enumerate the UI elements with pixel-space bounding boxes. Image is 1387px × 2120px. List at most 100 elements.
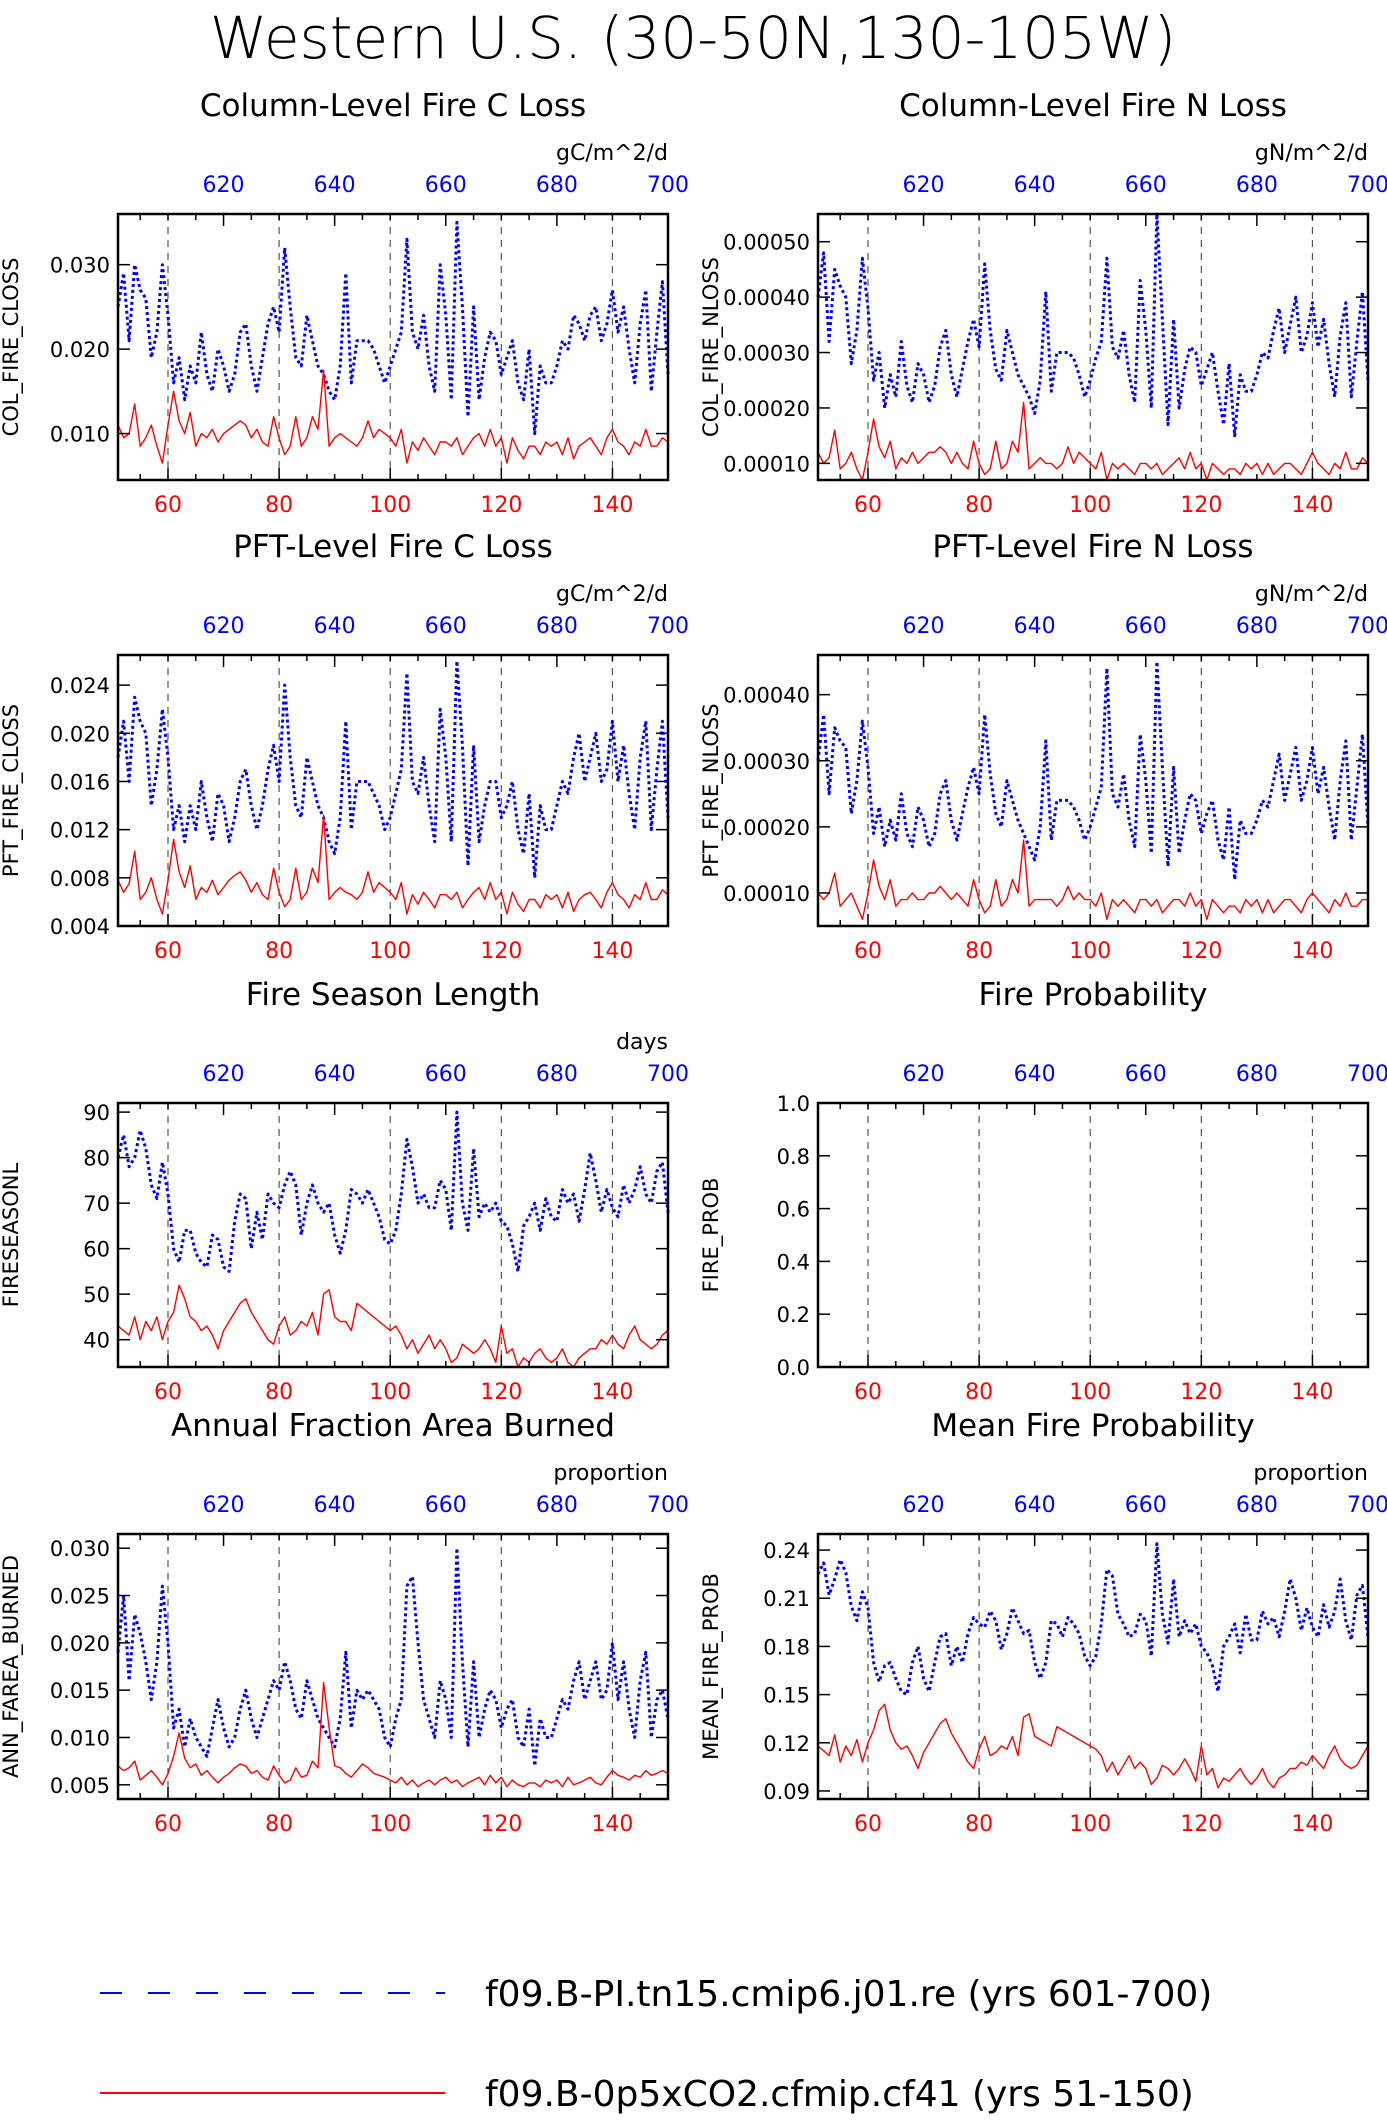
y-tick-label: 60: [83, 1238, 110, 1262]
chart-title: Column-Level Fire N Loss: [899, 88, 1287, 124]
x-tick-label-top: 620: [203, 173, 245, 198]
x-tick-label-top: 660: [425, 173, 467, 198]
x-tick-label-top: 620: [903, 1062, 945, 1087]
x-tick-label-top: 680: [536, 614, 578, 639]
y-tick-label: 0.12: [763, 1732, 810, 1756]
y-tick-label: 0.020: [50, 722, 110, 746]
y-tick-label: 50: [83, 1283, 110, 1307]
x-tick-label-bottom: 80: [965, 1812, 993, 1837]
x-tick-label-bottom: 100: [1069, 1812, 1111, 1837]
series-line-blue: [116, 220, 670, 436]
y-tick-label: 80: [83, 1147, 110, 1171]
x-tick-label-bottom: 140: [1291, 1380, 1333, 1405]
chart-title: PFT-Level Fire N Loss: [932, 529, 1253, 565]
x-tick-label-bottom: 140: [591, 493, 633, 518]
units-label: gC/m^2/d: [556, 141, 668, 166]
x-tick-label-top: 680: [1236, 1493, 1278, 1518]
y-tick-label: 90: [83, 1101, 110, 1125]
y-tick-label: 0.15: [763, 1684, 810, 1708]
y-tick-label: 0.010: [50, 423, 110, 447]
y-tick-label: 0.00010: [723, 452, 810, 476]
x-tick-label-bottom: 100: [369, 1380, 411, 1405]
x-tick-label-top: 700: [647, 173, 689, 198]
plot-frame: [116, 1532, 670, 1801]
y-tick-label: 0.008: [50, 867, 110, 891]
x-tick-label-top: 640: [314, 614, 356, 639]
series-line-red: [817, 839, 1368, 921]
x-tick-label-bottom: 120: [480, 493, 522, 518]
x-tick-label-bottom: 100: [369, 939, 411, 964]
x-tick-label-top: 680: [1236, 173, 1278, 198]
x-tick-label-top: 700: [1347, 1062, 1387, 1087]
x-tick-label-top: 700: [647, 614, 689, 639]
plot-frame: [116, 653, 670, 928]
x-tick-label-bottom: 80: [965, 493, 993, 518]
x-tick-label-top: 620: [903, 1493, 945, 1518]
x-tick-label-top: 700: [647, 1062, 689, 1087]
x-tick-label-bottom: 60: [154, 493, 182, 518]
chart-panel-2: Column-Level Fire N Loss gN/m^2/d 60 80 100 1…: [699, 88, 1387, 518]
x-tick-label-bottom: 120: [1180, 1380, 1222, 1405]
x-tick-label-bottom: 80: [265, 1812, 293, 1837]
y-tick-label: 0.6: [777, 1198, 810, 1222]
y-tick-label: 0.024: [50, 674, 110, 698]
y-tick-label: 0.0: [777, 1356, 810, 1380]
chart-title: Annual Fraction Area Burned: [171, 1408, 615, 1444]
x-tick-label-bottom: 100: [369, 1812, 411, 1837]
units-label: gC/m^2/d: [556, 582, 668, 607]
x-tick-label-bottom: 120: [480, 1812, 522, 1837]
y-axis-label: PFT_FIRE_CLOSS: [0, 704, 24, 877]
x-tick-label-bottom: 80: [265, 493, 293, 518]
y-tick-label: 0.00030: [723, 342, 810, 366]
y-tick-label: 0.020: [50, 338, 110, 362]
x-tick-label-top: 680: [536, 1062, 578, 1087]
y-tick-label: 0.09: [763, 1780, 810, 1804]
y-tick-label: 0.00020: [723, 816, 810, 840]
x-tick-label-top: 620: [903, 173, 945, 198]
y-tick-label: 0.020: [50, 1632, 110, 1656]
x-tick-label-top: 660: [1125, 614, 1167, 639]
y-tick-label: 0.00010: [723, 882, 810, 906]
x-tick-label-top: 640: [314, 1062, 356, 1087]
x-tick-label-top: 640: [1014, 614, 1056, 639]
chart-title: Column-Level Fire C Loss: [200, 88, 586, 124]
y-tick-label: 0.005: [50, 1774, 110, 1798]
y-axis-label: FIRESEASONL: [0, 1163, 23, 1308]
x-tick-label-bottom: 60: [154, 939, 182, 964]
y-tick-label: 0.012: [50, 819, 110, 843]
chart-title: Mean Fire Probability: [931, 1408, 1254, 1444]
x-tick-label-bottom: 140: [591, 1812, 633, 1837]
series-line-blue: [116, 659, 670, 880]
x-tick-label-top: 700: [1347, 1493, 1387, 1518]
plot-frame: [816, 1101, 1370, 1369]
units-label: days: [616, 1030, 668, 1055]
y-tick-label: 0.00030: [723, 750, 810, 774]
units-label: gN/m^2/d: [1255, 141, 1368, 166]
x-tick-label-bottom: 140: [1291, 493, 1333, 518]
x-tick-label-bottom: 100: [1069, 1380, 1111, 1405]
y-tick-label: 0.8: [777, 1145, 810, 1169]
x-tick-label-top: 660: [425, 614, 467, 639]
series-line-red: [117, 1284, 669, 1368]
x-tick-label-top: 660: [1125, 173, 1167, 198]
x-tick-label-bottom: 80: [265, 939, 293, 964]
y-tick-label: 0.24: [763, 1539, 810, 1563]
x-tick-label-top: 680: [1236, 614, 1278, 639]
chart-panel-8: Mean Fire Probability proportion 60 80 100 12…: [699, 1408, 1387, 1837]
y-tick-label: 0.025: [50, 1585, 110, 1609]
x-tick-label-top: 680: [536, 1493, 578, 1518]
x-tick-label-top: 620: [203, 1062, 245, 1087]
x-tick-label-top: 680: [1236, 1062, 1278, 1087]
plot-frame: [116, 212, 670, 482]
y-axis-label: COL_FIRE_CLOSS: [0, 258, 24, 437]
chart-title: PFT-Level Fire C Loss: [233, 529, 553, 565]
x-tick-label-bottom: 100: [369, 493, 411, 518]
x-tick-label-top: 680: [536, 173, 578, 198]
y-tick-label: 70: [83, 1192, 110, 1216]
series-line-blue: [816, 1542, 1370, 1697]
series-line-blue: [116, 1110, 670, 1273]
units-label: proportion: [1253, 1461, 1368, 1486]
x-tick-label-top: 640: [1014, 173, 1056, 198]
chart-panel-5: Fire Season Length days 60 80 100 120 140 620 64…: [0, 977, 689, 1405]
